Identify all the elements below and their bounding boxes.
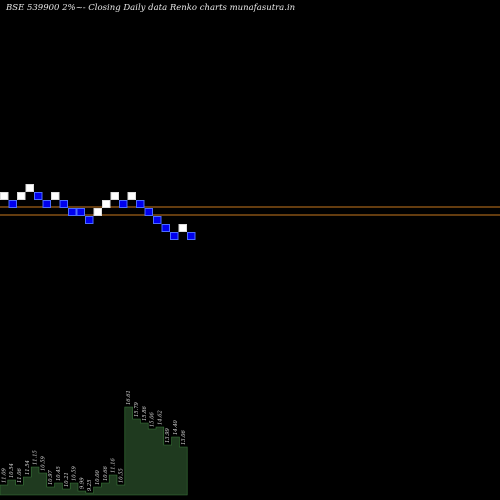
brick-up xyxy=(110,192,119,200)
volume-label: 11.16 xyxy=(111,457,117,473)
volume-label: 13.99 xyxy=(165,427,171,443)
brick-down xyxy=(136,200,145,208)
volume-label: 10.45 xyxy=(56,466,62,481)
volume-label: 10.59 xyxy=(40,455,46,471)
volume-label: 10.55 xyxy=(118,468,124,483)
renko-bricks xyxy=(0,184,196,240)
brick-up xyxy=(25,184,34,192)
volume-label: 13.06 xyxy=(181,429,187,445)
volume-label: 14.62 xyxy=(157,410,163,425)
volume-histogram xyxy=(0,406,188,496)
volume-label: 15.86 xyxy=(142,405,148,421)
chart-title: BSE 539900 2%~- Closing Daily data Renko… xyxy=(5,3,295,13)
brick-down xyxy=(85,216,94,224)
brick-down xyxy=(59,200,68,208)
volume-area xyxy=(0,406,188,496)
volume-label: 11.54 xyxy=(25,460,31,475)
brick-down xyxy=(68,208,77,216)
volume-label: 10.21 xyxy=(64,472,70,487)
brick-down xyxy=(161,224,170,232)
brick-down xyxy=(170,232,179,240)
volume-label: 10.66 xyxy=(103,465,109,481)
brick-down xyxy=(153,216,162,224)
volume-label: 15.79 xyxy=(134,401,140,417)
volume-label: 10.00 xyxy=(95,469,101,485)
brick-up xyxy=(102,200,111,208)
brick-down xyxy=(144,208,153,216)
brick-up xyxy=(93,208,102,216)
brick-up xyxy=(0,192,9,200)
volume-label: 10.54 xyxy=(9,463,15,478)
volume-label: 11.06 xyxy=(17,467,23,483)
brick-up xyxy=(178,224,187,232)
brick-up xyxy=(17,192,26,200)
volume-label: 15.06 xyxy=(150,411,156,427)
volume-label: 10.59 xyxy=(72,465,78,481)
brick-down xyxy=(76,208,85,216)
brick-down xyxy=(42,200,51,208)
brick-down xyxy=(34,192,43,200)
brick-up xyxy=(127,192,136,200)
brick-down xyxy=(8,200,17,208)
volume-label: 9.99 xyxy=(79,477,85,489)
volume-label: 10.97 xyxy=(48,469,54,485)
volume-label: 9.25 xyxy=(87,479,93,491)
volume-label: 16.61 xyxy=(126,390,132,405)
brick-down xyxy=(119,200,128,208)
volume-label: 14.40 xyxy=(173,419,179,435)
volume-label: 11.15 xyxy=(33,450,39,465)
brick-up xyxy=(51,192,60,200)
brick-down xyxy=(187,232,196,240)
volume-label: 11.09 xyxy=(1,467,7,483)
